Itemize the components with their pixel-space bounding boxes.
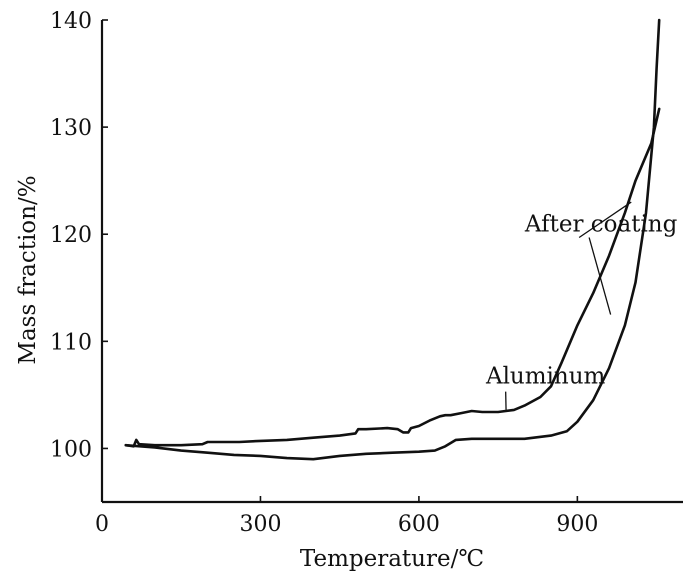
y-tick-label: 130 [50,116,92,141]
y-tick-label: 100 [50,437,92,462]
leader-line-after-coating [588,237,612,315]
y-axis-title: Mass fraction/% [15,175,41,364]
y-tick-label: 110 [50,330,92,355]
y-tick-label: 140 [50,9,92,34]
x-tick-label: 300 [239,512,281,537]
x-axis-title: Temperature/℃ [300,546,484,572]
ticks: 0 300 600 900 100 110 120 130 140 [50,9,598,537]
x-tick-label: 600 [398,512,440,537]
y-tick-label: 120 [50,223,92,248]
annotation-after-coating: After coating [524,212,678,238]
axes [100,20,683,504]
annotation-aluminum: Aluminum [485,364,606,390]
x-tick-label: 0 [95,512,109,537]
series-lines [124,18,661,461]
leader-line-after-coating [578,201,632,239]
x-tick-label: 900 [556,512,598,537]
series-line-after-coating [124,18,661,461]
series-line-aluminum [124,107,661,448]
annotations: After coating Aluminum [485,201,678,410]
